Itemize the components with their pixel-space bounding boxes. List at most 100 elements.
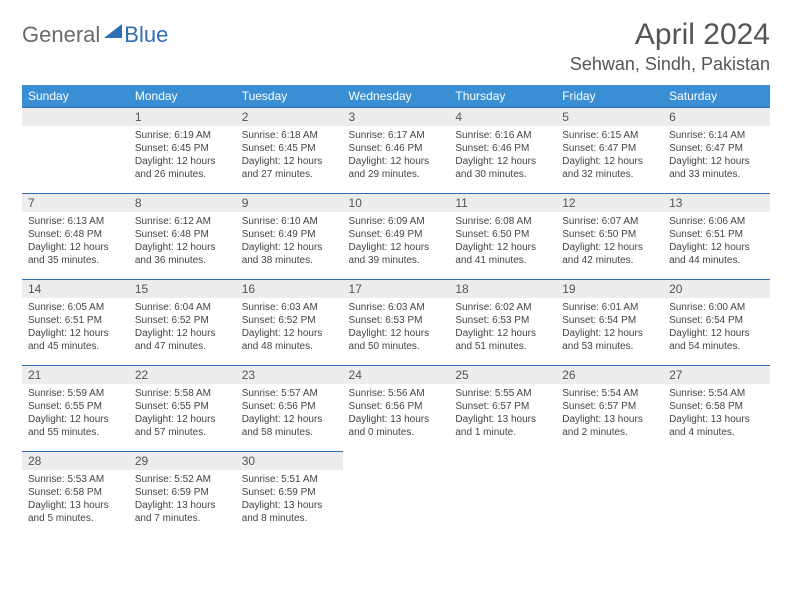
calendar-cell: 18Sunrise: 6:02 AMSunset: 6:53 PMDayligh… [449,279,556,365]
day-number: 24 [343,366,450,384]
weekday-header: Wednesday [343,85,450,107]
day-details: Sunrise: 5:54 AMSunset: 6:57 PMDaylight:… [556,384,663,445]
day-details: Sunrise: 6:03 AMSunset: 6:52 PMDaylight:… [236,298,343,359]
day-number: 1 [129,108,236,126]
day-number: 27 [663,366,770,384]
calendar-cell: 3Sunrise: 6:17 AMSunset: 6:46 PMDaylight… [343,107,450,193]
weekday-header: Saturday [663,85,770,107]
calendar-row: 28Sunrise: 5:53 AMSunset: 6:58 PMDayligh… [22,451,770,537]
calendar-cell: 9Sunrise: 6:10 AMSunset: 6:49 PMDaylight… [236,193,343,279]
day-number: 5 [556,108,663,126]
day-number: 2 [236,108,343,126]
day-details: Sunrise: 6:06 AMSunset: 6:51 PMDaylight:… [663,212,770,273]
weekday-header: Monday [129,85,236,107]
day-number: 13 [663,194,770,212]
calendar-cell: 29Sunrise: 5:52 AMSunset: 6:59 PMDayligh… [129,451,236,537]
logo-text-blue: Blue [124,22,168,48]
calendar-cell-empty [449,451,556,537]
day-details: Sunrise: 6:02 AMSunset: 6:53 PMDaylight:… [449,298,556,359]
day-details: Sunrise: 6:00 AMSunset: 6:54 PMDaylight:… [663,298,770,359]
day-details: Sunrise: 5:54 AMSunset: 6:58 PMDaylight:… [663,384,770,445]
weekday-header: Tuesday [236,85,343,107]
day-details: Sunrise: 5:55 AMSunset: 6:57 PMDaylight:… [449,384,556,445]
logo-triangle-icon [104,24,122,38]
calendar-cell: 14Sunrise: 6:05 AMSunset: 6:51 PMDayligh… [22,279,129,365]
day-number: 14 [22,280,129,298]
day-details: Sunrise: 5:53 AMSunset: 6:58 PMDaylight:… [22,470,129,531]
header: General Blue April 2024 Sehwan, Sindh, P… [22,18,770,75]
day-details: Sunrise: 6:04 AMSunset: 6:52 PMDaylight:… [129,298,236,359]
calendar-row: 21Sunrise: 5:59 AMSunset: 6:55 PMDayligh… [22,365,770,451]
day-details: Sunrise: 6:09 AMSunset: 6:49 PMDaylight:… [343,212,450,273]
day-details: Sunrise: 6:18 AMSunset: 6:45 PMDaylight:… [236,126,343,187]
calendar-row: 7Sunrise: 6:13 AMSunset: 6:48 PMDaylight… [22,193,770,279]
day-number: 11 [449,194,556,212]
day-number: 6 [663,108,770,126]
day-number: 25 [449,366,556,384]
calendar-cell: 23Sunrise: 5:57 AMSunset: 6:56 PMDayligh… [236,365,343,451]
calendar-cell: 12Sunrise: 6:07 AMSunset: 6:50 PMDayligh… [556,193,663,279]
day-number: 17 [343,280,450,298]
day-number: 3 [343,108,450,126]
calendar-cell: 16Sunrise: 6:03 AMSunset: 6:52 PMDayligh… [236,279,343,365]
day-details: Sunrise: 5:59 AMSunset: 6:55 PMDaylight:… [22,384,129,445]
calendar-cell: 11Sunrise: 6:08 AMSunset: 6:50 PMDayligh… [449,193,556,279]
day-number: 10 [343,194,450,212]
day-number: 15 [129,280,236,298]
day-details: Sunrise: 5:57 AMSunset: 6:56 PMDaylight:… [236,384,343,445]
day-details: Sunrise: 6:10 AMSunset: 6:49 PMDaylight:… [236,212,343,273]
calendar-cell: 5Sunrise: 6:15 AMSunset: 6:47 PMDaylight… [556,107,663,193]
day-number: 29 [129,452,236,470]
day-details: Sunrise: 6:15 AMSunset: 6:47 PMDaylight:… [556,126,663,187]
day-number: 26 [556,366,663,384]
logo-text-general: General [22,22,100,48]
weekday-header-row: SundayMondayTuesdayWednesdayThursdayFrid… [22,85,770,107]
calendar-cell: 28Sunrise: 5:53 AMSunset: 6:58 PMDayligh… [22,451,129,537]
day-number: 16 [236,280,343,298]
day-details: Sunrise: 5:52 AMSunset: 6:59 PMDaylight:… [129,470,236,531]
location: Sehwan, Sindh, Pakistan [570,54,770,75]
calendar-cell: 24Sunrise: 5:56 AMSunset: 6:56 PMDayligh… [343,365,450,451]
calendar-cell-empty [663,451,770,537]
calendar-cell: 2Sunrise: 6:18 AMSunset: 6:45 PMDaylight… [236,107,343,193]
calendar-cell: 15Sunrise: 6:04 AMSunset: 6:52 PMDayligh… [129,279,236,365]
title-block: April 2024 Sehwan, Sindh, Pakistan [570,18,770,75]
day-number: 19 [556,280,663,298]
calendar-cell: 6Sunrise: 6:14 AMSunset: 6:47 PMDaylight… [663,107,770,193]
calendar-cell: 17Sunrise: 6:03 AMSunset: 6:53 PMDayligh… [343,279,450,365]
weekday-header: Thursday [449,85,556,107]
day-number: 12 [556,194,663,212]
calendar-cell: 13Sunrise: 6:06 AMSunset: 6:51 PMDayligh… [663,193,770,279]
day-number: 28 [22,452,129,470]
calendar-cell-empty [556,451,663,537]
calendar-cell: 1Sunrise: 6:19 AMSunset: 6:45 PMDaylight… [129,107,236,193]
day-details: Sunrise: 6:08 AMSunset: 6:50 PMDaylight:… [449,212,556,273]
month-title: April 2024 [570,18,770,52]
day-details: Sunrise: 6:19 AMSunset: 6:45 PMDaylight:… [129,126,236,187]
calendar-cell: 21Sunrise: 5:59 AMSunset: 6:55 PMDayligh… [22,365,129,451]
day-number: 21 [22,366,129,384]
calendar-cell: 27Sunrise: 5:54 AMSunset: 6:58 PMDayligh… [663,365,770,451]
calendar-cell: 25Sunrise: 5:55 AMSunset: 6:57 PMDayligh… [449,365,556,451]
day-details: Sunrise: 6:05 AMSunset: 6:51 PMDaylight:… [22,298,129,359]
calendar-cell: 19Sunrise: 6:01 AMSunset: 6:54 PMDayligh… [556,279,663,365]
calendar-cell: 10Sunrise: 6:09 AMSunset: 6:49 PMDayligh… [343,193,450,279]
day-details: Sunrise: 6:13 AMSunset: 6:48 PMDaylight:… [22,212,129,273]
day-details: Sunrise: 6:17 AMSunset: 6:46 PMDaylight:… [343,126,450,187]
calendar-cell: 7Sunrise: 6:13 AMSunset: 6:48 PMDaylight… [22,193,129,279]
calendar-cell: 30Sunrise: 5:51 AMSunset: 6:59 PMDayligh… [236,451,343,537]
day-details: Sunrise: 6:14 AMSunset: 6:47 PMDaylight:… [663,126,770,187]
day-number: 22 [129,366,236,384]
day-details: Sunrise: 5:58 AMSunset: 6:55 PMDaylight:… [129,384,236,445]
day-details: Sunrise: 6:16 AMSunset: 6:46 PMDaylight:… [449,126,556,187]
weekday-header: Friday [556,85,663,107]
day-number: 7 [22,194,129,212]
calendar-cell: 4Sunrise: 6:16 AMSunset: 6:46 PMDaylight… [449,107,556,193]
weekday-header: Sunday [22,85,129,107]
day-details: Sunrise: 6:12 AMSunset: 6:48 PMDaylight:… [129,212,236,273]
calendar-cell: 8Sunrise: 6:12 AMSunset: 6:48 PMDaylight… [129,193,236,279]
day-details: Sunrise: 5:51 AMSunset: 6:59 PMDaylight:… [236,470,343,531]
day-number: 23 [236,366,343,384]
calendar-table: SundayMondayTuesdayWednesdayThursdayFrid… [22,85,770,537]
logo: General Blue [22,18,168,48]
